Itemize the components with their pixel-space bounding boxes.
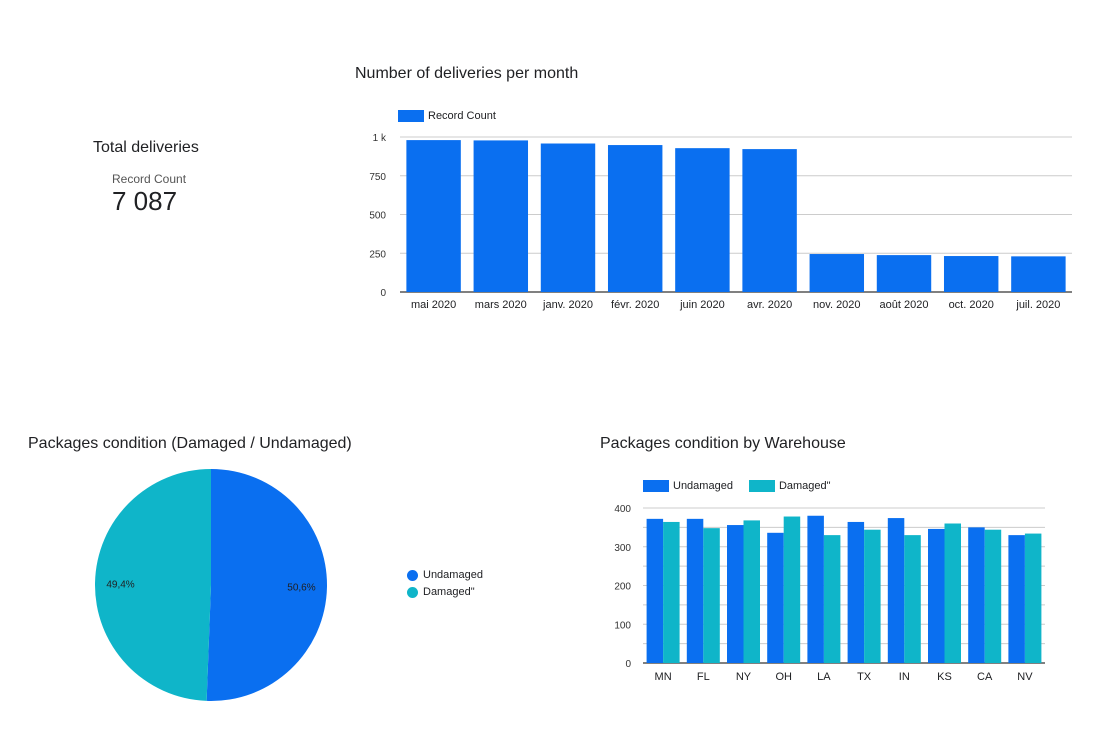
y-tick-label: 1 k (373, 133, 387, 144)
bar[interactable] (406, 140, 461, 292)
x-tick-label: janv. 2020 (542, 299, 593, 311)
x-tick-label: TX (857, 671, 872, 683)
bar[interactable] (809, 254, 865, 292)
bar[interactable] (904, 535, 921, 663)
legend-swatch (643, 480, 669, 492)
slice-label: 49,4% (106, 579, 134, 590)
deliveries-chart-title: Number of deliveries per month (355, 65, 579, 82)
legend-item-undamaged[interactable]: Undamaged (407, 569, 483, 581)
bar[interactable] (876, 255, 932, 292)
x-tick-label: KS (937, 671, 952, 683)
legend-label: Undamaged (673, 480, 733, 492)
legend-label: Damaged" (423, 586, 475, 598)
bar[interactable] (943, 256, 999, 292)
x-tick-label: juin 2020 (679, 299, 725, 311)
legend-label: Damaged" (778, 480, 831, 492)
x-tick-label: mars 2020 (475, 299, 527, 311)
bar[interactable] (928, 528, 945, 663)
legend-swatch (748, 480, 775, 492)
warehouse-bar-chart: 0 100 200 300 400 MN FL NY OH LA TX IN KS CA NV (614, 504, 1045, 683)
bar[interactable] (847, 521, 865, 663)
bar[interactable] (703, 528, 720, 663)
bar[interactable] (540, 143, 596, 292)
slice-label: 50,6% (287, 583, 315, 594)
condition-pie-chart: 50,6% 49,4% (94, 469, 327, 701)
x-tick-label: FL (697, 671, 710, 683)
warehouse-legend: Undamaged Damaged" (643, 480, 831, 492)
legend-item-damaged[interactable]: Damaged" (407, 586, 483, 598)
x-tick-label: juil. 2020 (1015, 299, 1060, 311)
bar[interactable] (807, 515, 824, 663)
scorecard-metric-label: Record Count (112, 172, 187, 186)
bar[interactable] (646, 518, 664, 663)
bar[interactable] (727, 525, 744, 663)
bar[interactable] (984, 529, 1002, 663)
y-tick-label: 0 (625, 659, 631, 670)
bar[interactable] (1024, 533, 1042, 663)
pie-slice[interactable] (206, 469, 327, 701)
bar[interactable] (663, 521, 680, 663)
bar[interactable] (607, 145, 663, 292)
legend-dot (407, 569, 418, 581)
deliveries-legend[interactable]: Record Count (398, 110, 496, 122)
legend-item-damaged[interactable]: Damaged" (748, 480, 831, 492)
y-tick-label: 400 (614, 504, 631, 515)
legend-dot (407, 586, 418, 598)
legend-swatch (398, 110, 424, 122)
pie-slice[interactable] (94, 469, 211, 701)
x-tick-label: févr. 2020 (611, 299, 659, 311)
x-tick-label: août 2020 (880, 299, 929, 311)
bar[interactable] (887, 518, 905, 663)
x-tick-label: NY (736, 671, 752, 683)
legend-item-undamaged[interactable]: Undamaged (643, 480, 733, 492)
x-tick-label: MN (655, 671, 672, 683)
condition-chart-title: Packages condition (Damaged / Undamaged) (28, 435, 352, 452)
bar[interactable] (473, 140, 529, 292)
bar[interactable] (675, 148, 730, 292)
scorecard-title: Total deliveries (93, 139, 199, 156)
x-tick-label: NV (1017, 671, 1033, 683)
bar[interactable] (767, 532, 784, 663)
y-tick-label: 0 (380, 288, 386, 299)
condition-legend: Undamaged Damaged" (407, 569, 483, 598)
x-tick-label: LA (817, 671, 831, 683)
bar[interactable] (823, 535, 841, 663)
warehouse-chart-title: Packages condition by Warehouse (600, 435, 846, 452)
x-tick-label: OH (775, 671, 792, 683)
bar[interactable] (743, 520, 761, 663)
x-tick-label: mai 2020 (411, 299, 456, 311)
x-tick-label: oct. 2020 (949, 299, 994, 311)
scorecard-value: 7 087 (112, 186, 178, 216)
bar[interactable] (1011, 256, 1066, 292)
bar[interactable] (968, 527, 985, 663)
y-tick-label: 100 (614, 620, 631, 631)
legend-label-record-count: Record Count (428, 110, 496, 122)
bar[interactable] (783, 516, 801, 663)
y-tick-label: 250 (369, 249, 386, 260)
bar[interactable] (686, 518, 704, 663)
bar[interactable] (742, 149, 797, 292)
y-tick-label: 500 (369, 211, 386, 222)
y-tick-label: 200 (614, 582, 631, 593)
x-tick-label: avr. 2020 (747, 299, 792, 311)
y-tick-label: 750 (369, 172, 386, 183)
bar[interactable] (864, 529, 881, 663)
bar[interactable] (944, 523, 962, 664)
deliveries-bar-chart: 0 250 500 750 1 k mai 2020 mars 2020 janv. 2020… (369, 133, 1072, 311)
x-tick-label: CA (977, 671, 993, 683)
y-tick-label: 300 (614, 543, 631, 554)
x-tick-label: nov. 2020 (813, 299, 861, 311)
bar[interactable] (1008, 535, 1025, 663)
legend-label: Undamaged (423, 569, 483, 581)
x-tick-label: IN (899, 671, 910, 683)
